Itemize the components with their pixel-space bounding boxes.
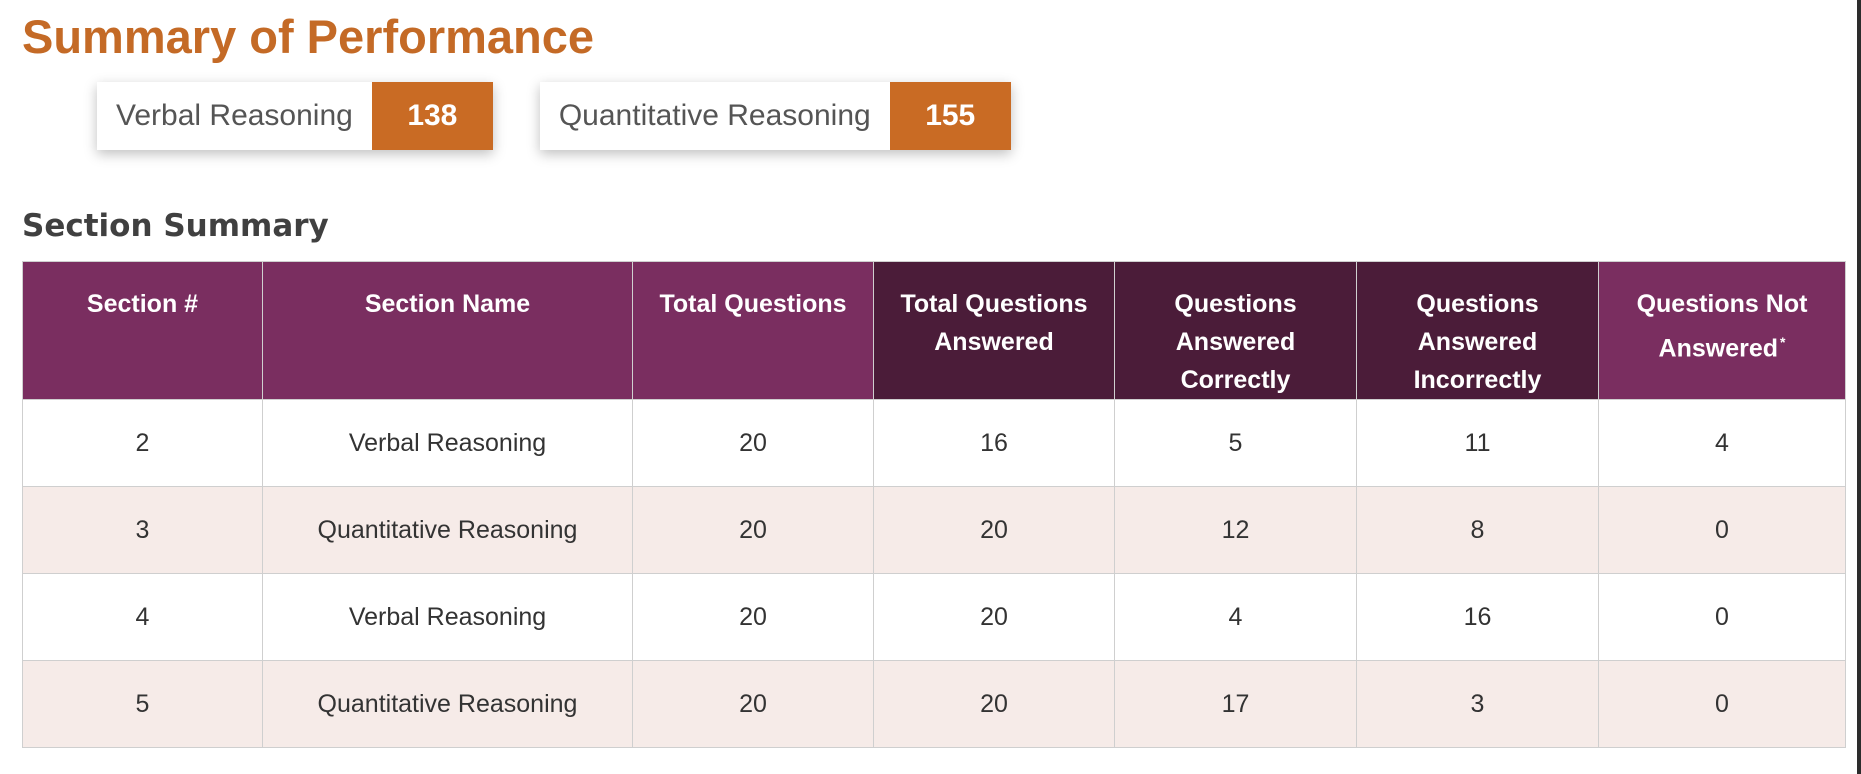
- window-edge-divider: [1857, 0, 1861, 774]
- score-label: Verbal Reasoning: [116, 99, 353, 132]
- cell-section-name: Verbal Reasoning: [262, 573, 633, 661]
- table-row: 5 Quantitative Reasoning 20 20 17 3 0: [22, 660, 1846, 748]
- score-label: Quantitative Reasoning: [558, 99, 871, 132]
- footnote-marker: *: [1780, 334, 1786, 350]
- section-summary-table: Section # Section Name Total Questions T…: [22, 261, 1846, 748]
- cell-answered-incorrectly: 8: [1356, 486, 1599, 574]
- score-value: 138: [371, 82, 493, 150]
- cell-answered-correctly: 4: [1114, 573, 1357, 661]
- cell-section-number: 4: [22, 573, 263, 661]
- table-row: 2 Verbal Reasoning 20 16 5 11 4: [22, 399, 1846, 487]
- column-header-section-name: Section Name: [262, 261, 633, 400]
- cell-answered-correctly: 17: [1114, 660, 1357, 748]
- cell-answered-incorrectly: 3: [1356, 660, 1599, 748]
- table-row: 3 Quantitative Reasoning 20 20 12 8 0: [22, 486, 1846, 574]
- score-cards: Verbal Reasoning 138 Quantitative Reason…: [97, 82, 1011, 150]
- cell-not-answered: 0: [1598, 660, 1846, 748]
- section-summary-title: Section Summary: [22, 208, 329, 244]
- cell-section-name: Verbal Reasoning: [262, 399, 633, 487]
- column-header-not-answered: Questions Not Answered *: [1598, 261, 1846, 400]
- cell-total-answered: 20: [873, 573, 1115, 661]
- score-value: 155: [889, 82, 1011, 150]
- score-card-quant: Quantitative Reasoning 155: [539, 82, 1011, 150]
- table-row: 4 Verbal Reasoning 20 20 4 16 0: [22, 573, 1846, 661]
- cell-answered-incorrectly: 11: [1356, 399, 1599, 487]
- cell-answered-correctly: 5: [1114, 399, 1357, 487]
- cell-not-answered: 4: [1598, 399, 1846, 487]
- cell-total-answered: 20: [873, 660, 1115, 748]
- cell-section-name: Quantitative Reasoning: [262, 660, 633, 748]
- column-header-total-answered: Total Questions Answered: [873, 261, 1115, 400]
- cell-section-number: 5: [22, 660, 263, 748]
- cell-not-answered: 0: [1598, 573, 1846, 661]
- cell-answered-correctly: 12: [1114, 486, 1357, 574]
- cell-section-name: Quantitative Reasoning: [262, 486, 633, 574]
- cell-not-answered: 0: [1598, 486, 1846, 574]
- table-header-row: Section # Section Name Total Questions T…: [22, 261, 1846, 400]
- cell-answered-incorrectly: 16: [1356, 573, 1599, 661]
- cell-section-number: 2: [22, 399, 263, 487]
- cell-total-answered: 16: [873, 399, 1115, 487]
- column-header-answered-correctly: Questions Answered Correctly: [1114, 261, 1357, 400]
- cell-total-questions: 20: [632, 660, 874, 748]
- score-card-verbal: Verbal Reasoning 138: [97, 82, 493, 150]
- page-title: Summary of Performance: [22, 10, 595, 63]
- cell-total-answered: 20: [873, 486, 1115, 574]
- cell-total-questions: 20: [632, 486, 874, 574]
- cell-total-questions: 20: [632, 399, 874, 487]
- cell-total-questions: 20: [632, 573, 874, 661]
- column-header-total-questions: Total Questions: [632, 261, 874, 400]
- column-header-section-number: Section #: [22, 261, 263, 400]
- column-header-answered-incorrectly: Questions Answered Incorrectly: [1356, 261, 1599, 400]
- cell-section-number: 3: [22, 486, 263, 574]
